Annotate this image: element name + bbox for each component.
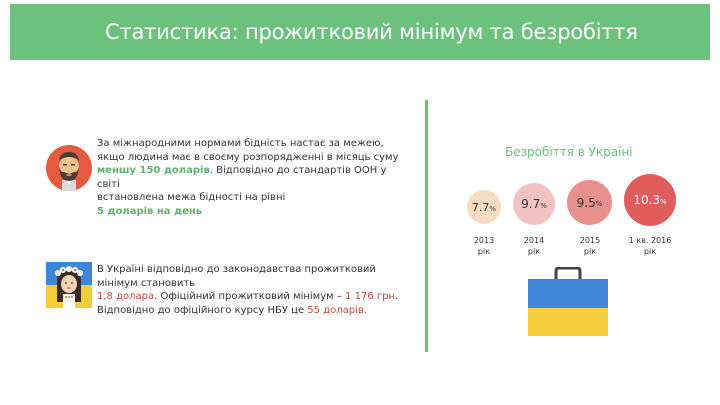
year-label-2013: 2013 рік [454, 235, 514, 257]
poverty-threshold-daily: 5 доларів на день [97, 205, 203, 217]
title-bar: Статистика: прожитковий мінімум та безро… [10, 4, 710, 60]
poverty-threshold-monthly: меншу 150 доларів [97, 165, 210, 176]
subsistence-text: В Україні відповідно до законодавства пр… [97, 263, 407, 317]
subsistence-line-4: Відповідно до офіційного курсу НБУ це 55… [97, 304, 407, 318]
year-label-2014: 2014 рік [504, 235, 564, 257]
vertical-divider [425, 100, 428, 352]
year-value: 2015 [579, 236, 601, 245]
bubble-unit: % [540, 201, 547, 210]
bubble-value: 9.5 [576, 195, 596, 210]
subsistence-line-2: мінімум становить [97, 277, 196, 289]
year-value: 2014 [523, 236, 545, 245]
year-unit: рік [477, 247, 491, 256]
year-unit: рік [643, 247, 657, 256]
bubble-value: 10.3 [633, 193, 661, 207]
poverty-line-3-rest: . Відповідно до стандартів ООН у світі [97, 165, 387, 190]
poverty-line-3: меншу 150 доларів. Відповідно до стандар… [97, 164, 407, 191]
subsistence-end: . [363, 304, 367, 316]
subsistence-line-4-start: Відповідно до офіційного курсу НБУ це [97, 304, 308, 316]
briefcase-ukraine-flag-icon [527, 266, 609, 337]
bubble-value: 7.7 [471, 200, 490, 214]
year-label-2015: 2015 рік [560, 235, 620, 257]
subsistence-value-usd: 1,8 долара [97, 291, 155, 302]
subsistence-line-1: В Україні відповідно до законодавства пр… [97, 264, 376, 275]
unemployment-title: Безробіття в Україні [505, 145, 633, 159]
page-title: Статистика: прожитковий мінімум та безро… [105, 20, 638, 44]
ukrainian-girl-avatar-icon [46, 262, 92, 308]
poverty-text: За міжнародними нормами бідність настає … [97, 137, 407, 218]
poverty-line-1: За міжнародними нормами бідність настає … [97, 138, 384, 149]
unemployment-bubble-2016q1: 10.3% [624, 174, 676, 226]
poverty-line-4: встановлена межа бідності на рівні [97, 192, 286, 203]
year-unit: рік [527, 247, 541, 256]
year-value: 2013 [473, 236, 495, 245]
subsistence-line-3: 1,8 долара. Офіційний прожитковий мініму… [97, 290, 407, 304]
bubble-unit: % [489, 204, 497, 213]
poverty-line-2: якщо людина має в своєму розпорядженні в… [97, 151, 399, 163]
subsistence-text-mid: . Офіційний прожитковий мінімум – [154, 291, 346, 302]
subsistence-value-usd2: 55 доларів [307, 304, 364, 316]
bubble-unit: % [595, 200, 603, 208]
year-value: 1 кв. 2016 [628, 236, 672, 245]
subsistence-value-uah: 1 176 грн [345, 291, 395, 302]
year-label-2016q1: 1 кв. 2016 рік [620, 235, 680, 257]
bearded-man-avatar-icon [46, 145, 92, 191]
unemployment-bubble-2015: 9.5% [567, 180, 612, 225]
bubble-value: 9.7 [521, 197, 541, 211]
subsistence-dot: . [395, 291, 399, 302]
year-unit: рік [583, 247, 597, 256]
bubble-unit: % [660, 197, 667, 206]
unemployment-bubble-2013: 7.7% [467, 190, 501, 224]
unemployment-bubble-2014: 9.7% [513, 183, 555, 225]
